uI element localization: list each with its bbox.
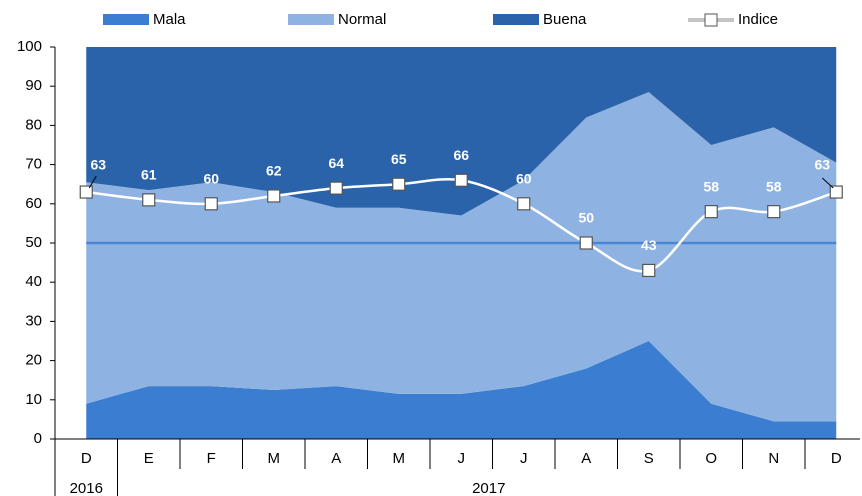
leader-line [821, 177, 834, 189]
legend-marker [704, 13, 718, 27]
y-tick-label: 20 [25, 352, 42, 369]
data-label: 50 [578, 210, 594, 226]
marker [579, 236, 593, 250]
marker [267, 189, 281, 203]
y-tick-label: 50 [25, 234, 42, 251]
legend-swatch [103, 14, 149, 25]
data-label: 62 [266, 163, 282, 179]
x-tick-label: D [831, 450, 842, 467]
legend-label: Normal [338, 11, 386, 28]
legend-swatch [493, 14, 539, 25]
x-tick-label: F [207, 450, 216, 467]
data-label: 60 [203, 171, 219, 187]
data-label: 58 [703, 178, 719, 194]
area [86, 92, 837, 422]
data-label: 63 [90, 157, 106, 173]
data-label: 65 [391, 151, 407, 167]
y-tick-label: 0 [34, 430, 42, 447]
marker [329, 181, 343, 195]
data-label: 64 [328, 155, 344, 171]
x-tick-label: D [81, 450, 92, 467]
y-tick-label: 10 [25, 391, 42, 408]
x-tick-label: A [331, 450, 341, 467]
marker [392, 177, 406, 191]
legend-label: Indice [738, 11, 778, 28]
legend-label: Buena [543, 11, 587, 28]
marker [142, 193, 156, 207]
group-label: 2016 [70, 480, 103, 496]
marker [704, 205, 718, 219]
marker [829, 185, 843, 199]
legend-label: Mala [153, 11, 186, 28]
data-label: 43 [641, 237, 657, 253]
x-tick-label: J [520, 450, 528, 467]
y-tick-label: 100 [17, 38, 42, 55]
x-tick-label: M [393, 450, 406, 467]
data-label: 61 [141, 167, 157, 183]
data-label: 63 [814, 157, 830, 173]
x-tick-label: E [144, 450, 154, 467]
y-tick-label: 80 [25, 116, 42, 133]
x-tick-label: A [581, 450, 591, 467]
y-tick-label: 60 [25, 195, 42, 212]
area [86, 47, 837, 216]
y-tick-label: 70 [25, 156, 42, 173]
x-tick-label: M [268, 450, 281, 467]
y-tick-label: 40 [25, 273, 42, 290]
marker [517, 197, 531, 211]
data-label: 60 [516, 171, 532, 187]
marker [767, 205, 781, 219]
data-label: 58 [766, 178, 782, 194]
x-tick-label: O [705, 450, 717, 467]
y-tick-label: 90 [25, 77, 42, 94]
x-tick-label: J [458, 450, 466, 467]
y-tick-label: 30 [25, 312, 42, 329]
data-label: 66 [453, 147, 469, 163]
marker [204, 197, 218, 211]
leader-line [88, 175, 97, 189]
x-tick-label: N [768, 450, 779, 467]
x-tick-label: S [644, 450, 654, 467]
group-label: 2017 [472, 480, 505, 496]
legend-swatch [288, 14, 334, 25]
area [86, 341, 837, 439]
marker [79, 185, 93, 199]
marker [642, 263, 656, 278]
marker [454, 173, 468, 187]
